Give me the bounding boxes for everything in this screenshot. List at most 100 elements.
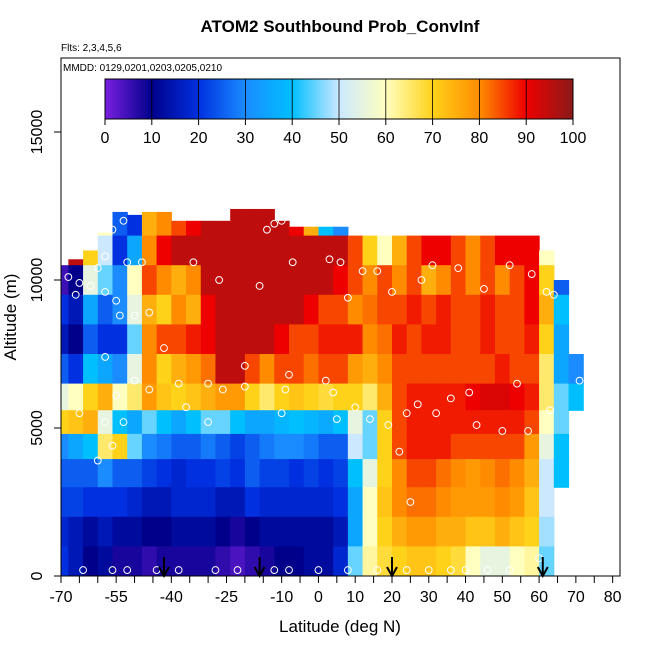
observation-point [255,282,264,290]
heatmap-cell [494,459,511,488]
heatmap-cell [436,324,452,355]
heatmap-cell [333,410,349,435]
heatmap-cell [524,354,540,385]
heatmap-cell [244,433,261,460]
heatmap-cell [274,294,290,325]
heatmap-cell [215,487,231,518]
heatmap-cell [112,294,128,325]
heatmap-cell [480,265,496,296]
heatmap-cell [333,226,349,237]
heatmap-cell [112,354,128,385]
heatmap-cell [377,516,393,547]
heatmap-cell [259,235,275,266]
heatmap-cell [244,324,261,355]
heatmap-cell [450,459,467,488]
heatmap-cell [259,487,275,518]
heatmap-cell [289,383,305,411]
heatmap-cell [465,459,481,488]
heatmap-cell [200,265,217,296]
colorbar-tick-label: 30 [237,130,255,147]
heatmap-cell [141,265,158,296]
heatmap-cell [494,324,511,355]
heatmap-cell [141,294,158,325]
heatmap-cell [450,410,467,435]
heatmap-cell [391,265,408,296]
heatmap-cell [97,294,114,325]
heatmap-cell [244,487,261,518]
heatmap-cell [127,433,143,460]
heatmap-cell [480,487,496,518]
heatmap-cell [377,265,393,296]
heatmap-cell [436,433,452,460]
heatmap-cell [171,459,187,488]
heatmap-cell [333,294,349,325]
observation-point [417,276,426,284]
heatmap-cell [421,294,437,325]
colorbar-tick-label: 50 [330,130,348,147]
heatmap-cell [259,516,275,547]
observation-point [130,311,139,320]
heatmap-cell [68,383,84,411]
heatmap-cell [362,459,378,488]
heatmap-cell [215,220,231,237]
x-axis-label: Latitude (deg N) [279,617,401,636]
heatmap-cell [436,383,452,411]
y-axis-label: Altitude (m) [1,274,20,361]
observation-point [130,376,139,385]
heatmap-cell [509,294,525,325]
colorbar-tick-label: 80 [471,130,489,147]
heatmap-cell [553,433,570,460]
heatmap-cell [186,265,202,296]
heatmap-cell [421,354,437,385]
observation-point [546,406,555,415]
observation-point [432,409,441,418]
heatmap-cell [553,459,570,488]
heatmap-cell [318,294,334,325]
observation-point [373,267,382,276]
heatmap-cell [186,433,202,460]
x-tick-label: -55 [105,589,128,606]
heatmap-cell [259,383,275,411]
heatmap-cell [244,208,261,237]
heatmap-cell [539,459,555,488]
heatmap-cell [141,487,158,518]
heatmap-cell [494,410,511,435]
observation-point [351,403,360,412]
heatmap-cell [200,410,217,435]
observation-point [406,498,415,506]
heatmap-cell [539,487,555,518]
observation-point [428,261,437,270]
heatmap-cell [524,324,540,355]
heatmap-cell [141,324,158,355]
heatmap-cell [494,265,511,296]
heatmap-cell [141,354,158,385]
heatmap-cell [215,410,231,435]
heatmap-cell [524,235,540,266]
heatmap-cell [318,265,334,296]
heatmap-cell [244,235,261,266]
observation-point [314,566,323,574]
heatmap-cell [377,294,393,325]
heatmap-cell [200,433,217,460]
heatmap-cell [259,294,275,325]
heatmap-cell [259,208,275,237]
heatmap-cell [230,546,246,576]
heatmap-cell [480,354,496,385]
heatmap-cell [156,487,172,518]
heatmap-cell [61,354,73,385]
observation-point [108,441,117,450]
observation-point [145,385,154,394]
heatmap-cell [480,433,496,460]
heatmap-cell [377,354,393,385]
heatmap-cell [244,294,261,325]
x-tick-label: -10 [270,589,293,606]
heatmap-cell [436,487,452,518]
observation-point [575,376,584,385]
heatmap-cell [230,294,246,325]
heatmap-cell [244,516,261,547]
heatmap-cell [289,410,305,435]
heatmap-cell [539,265,555,296]
heatmap-cell [333,487,349,518]
heatmap-cell [259,354,275,385]
heatmap-cell [61,294,73,325]
